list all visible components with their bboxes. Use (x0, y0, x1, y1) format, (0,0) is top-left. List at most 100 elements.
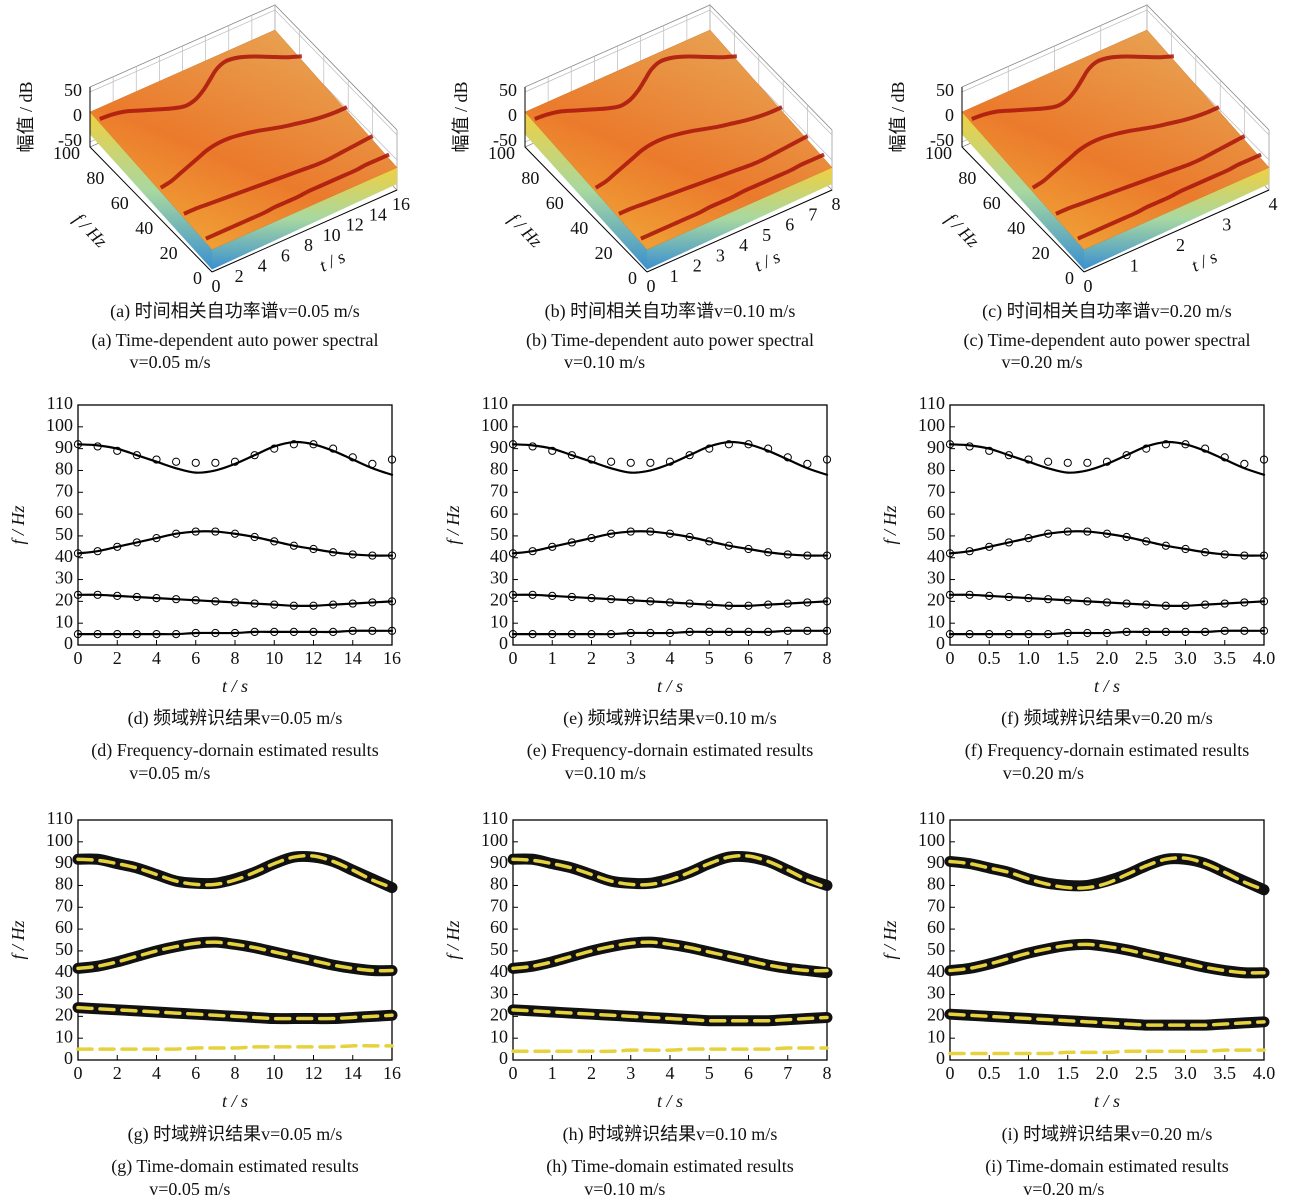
data-point (724, 440, 733, 449)
caption-en: v=0.20 m/s (1003, 763, 1084, 783)
data-point (1044, 629, 1053, 639)
data-point (508, 440, 518, 449)
x-tick-label: 1.0 (1017, 1063, 1040, 1083)
data-point (387, 551, 397, 560)
x-tick-label: 0.5 (978, 1063, 1001, 1083)
y-tick-label: 0 (64, 1048, 73, 1068)
y-tick-label: 20 (595, 243, 613, 263)
data-point (368, 626, 377, 635)
data-point (965, 590, 974, 599)
series-line (948, 593, 1266, 607)
y-tick-label: 100 (46, 415, 73, 435)
series-line (948, 629, 1266, 636)
data-point (685, 599, 694, 608)
data-point (803, 626, 812, 635)
data-point (1259, 455, 1269, 464)
caption-cn: (i) 时域辨识结果v=0.20 m/s (1002, 1124, 1213, 1145)
data-point (250, 532, 259, 542)
x-tick-label: 3 (716, 245, 725, 265)
surface-skirt (212, 167, 397, 270)
data-point (1161, 627, 1170, 637)
data-point (387, 455, 397, 464)
data-point (587, 593, 596, 603)
data-point (348, 599, 357, 608)
x-tick-label: 4 (1269, 194, 1278, 214)
data-point (965, 442, 974, 451)
y-tick-label: 20 (927, 589, 945, 609)
data-point (1220, 599, 1229, 608)
y-axis-label: f / Hz (8, 920, 28, 959)
data-point (744, 601, 753, 610)
series-line (76, 440, 394, 476)
y-tick-label: 30 (490, 568, 508, 588)
data-point (783, 599, 792, 608)
data-point (822, 626, 832, 635)
data-point (93, 590, 102, 599)
x-tick-label: 1 (548, 648, 557, 668)
data-point (646, 597, 655, 606)
data-point (270, 600, 279, 609)
data-point (1122, 532, 1131, 542)
x-tick-label: 6 (744, 1063, 753, 1083)
data-point (1083, 597, 1092, 606)
caption-en: (e) Frequency-dornain estimated results (527, 740, 813, 761)
y-tick-label: 80 (958, 168, 976, 188)
data-point (1220, 626, 1229, 635)
data-point (803, 459, 812, 469)
x-tick-label: 10 (323, 225, 341, 245)
data-point (665, 598, 675, 607)
data-point (1181, 627, 1190, 637)
data-point (250, 451, 259, 460)
grid-line (89, 9, 398, 136)
data-point (1024, 533, 1033, 543)
data-point (1102, 598, 1112, 607)
y-tick-label: 20 (490, 589, 508, 609)
data-point (172, 529, 181, 538)
x-tick-label: 1.5 (1057, 1063, 1080, 1083)
z-tick-label: 0 (508, 105, 517, 125)
surface-ridge (971, 54, 1174, 121)
data-point (387, 626, 397, 635)
surface-ridge (594, 105, 783, 190)
x-tick-label: 2.0 (1096, 1063, 1119, 1083)
data-point (191, 628, 200, 638)
caption-en: v=0.10 m/s (584, 1179, 665, 1199)
y-tick-label: 80 (927, 874, 945, 894)
x-tick-label: 10 (265, 648, 283, 668)
x-tick-label: 4 (666, 648, 675, 668)
data-point (1024, 593, 1033, 603)
x-tick-label: 2.5 (1135, 1063, 1158, 1083)
x-tick-label: 3 (626, 648, 635, 668)
x-tick-label: 3.5 (1214, 1063, 1237, 1083)
data-point (289, 541, 298, 550)
series-line (76, 593, 394, 607)
series-line (511, 853, 829, 890)
data-point (93, 547, 102, 556)
y-tick-label: 0 (936, 633, 945, 653)
y-tick-label: 50 (55, 939, 73, 959)
data-point (626, 628, 635, 638)
data-point (1142, 600, 1151, 609)
data-point (685, 627, 694, 637)
data-point (1259, 597, 1269, 606)
z-tick-label: 50 (64, 80, 82, 100)
y-tick-label: 10 (490, 611, 508, 631)
y-tick-label: 60 (490, 917, 508, 937)
series-line (948, 1012, 1266, 1027)
data-point (705, 600, 714, 609)
z-tick-label: -50 (930, 130, 954, 150)
data-point (548, 591, 557, 601)
data-point (764, 444, 773, 453)
y-axis-label: f / Hz (880, 920, 900, 959)
data-point (348, 550, 357, 559)
y-tick-label: 100 (46, 830, 73, 850)
data-point (822, 551, 832, 560)
z-axis-label: 幅值 / dB (888, 81, 908, 152)
surface (961, 29, 1270, 250)
x-tick-label: 3.5 (1214, 648, 1237, 668)
data-point (113, 591, 122, 601)
x-tick-label: 0 (74, 648, 83, 668)
caption-en: (d) Frequency-dornain estimated results (91, 740, 378, 761)
y-tick-label: 40 (55, 961, 73, 981)
axis (646, 189, 833, 273)
